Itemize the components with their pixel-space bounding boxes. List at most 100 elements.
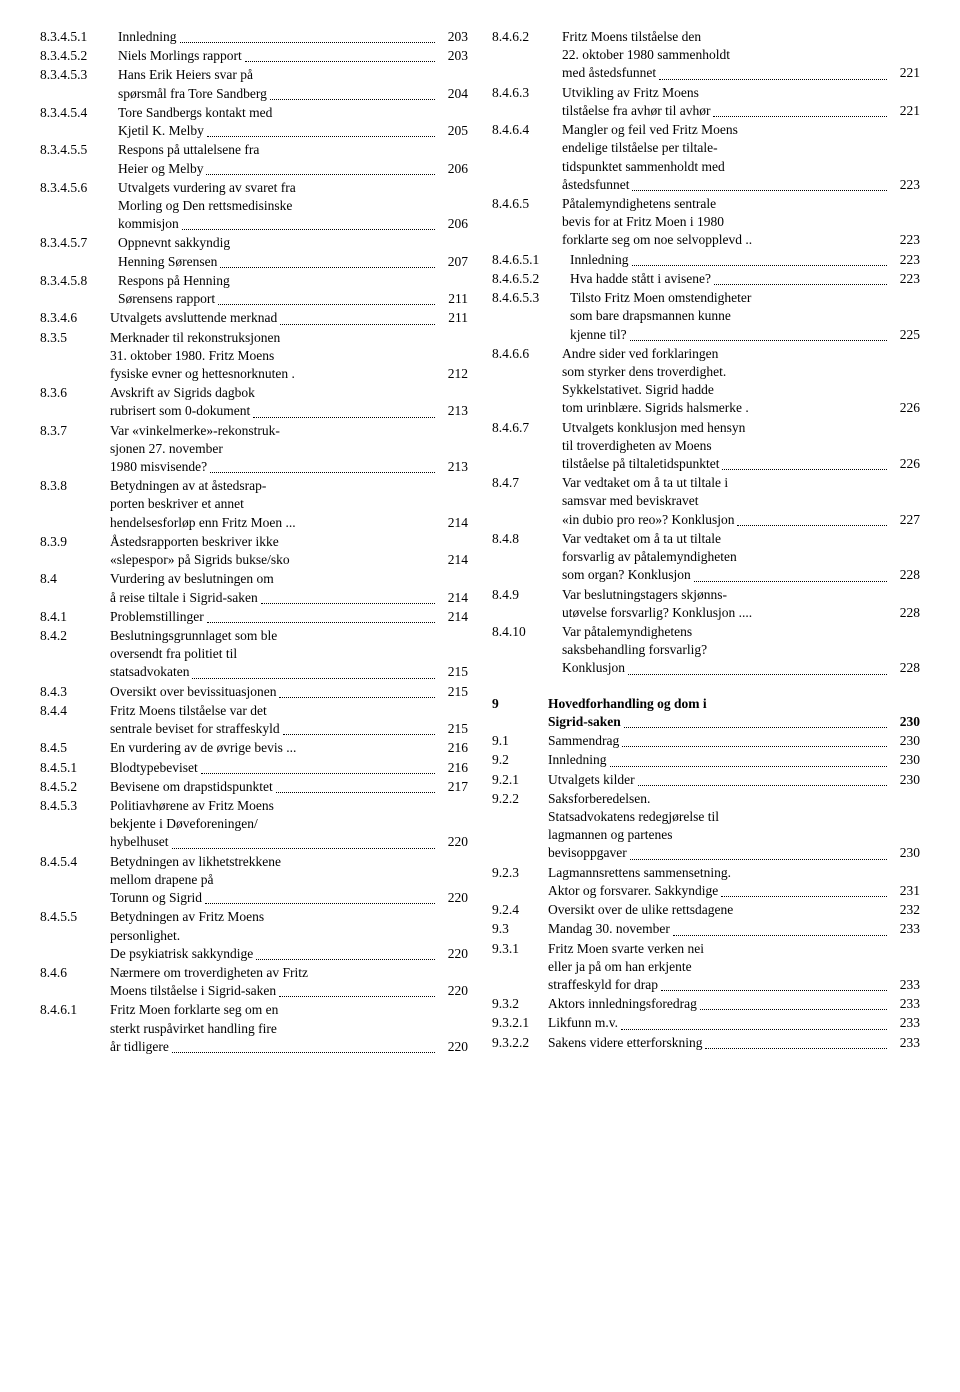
toc-title: Merknader til rekonstruksjonen xyxy=(110,329,280,347)
toc-page-number: 203 xyxy=(438,28,468,46)
toc-entry: 8.3.4.5.1Innledning203 xyxy=(40,28,468,46)
toc-title: spørsmål fra Tore Sandberg xyxy=(118,85,267,103)
toc-entry-continuation: De psykiatrisk sakkyndige220 xyxy=(40,945,468,963)
toc-page-number: 207 xyxy=(438,253,468,271)
toc-entry-continuation: Henning Sørensen207 xyxy=(40,253,468,271)
toc-title: Blodtypebeviset xyxy=(110,759,198,777)
toc-page-number: 214 xyxy=(438,589,468,607)
toc-title: kjenne til? xyxy=(570,326,627,344)
toc-section-number: 8.3.4.5.3 xyxy=(40,66,118,84)
toc-section-number: 8.4.8 xyxy=(492,530,562,548)
toc-entry-continuation: som organ? Konklusjon228 xyxy=(492,566,920,584)
toc-title: Heier og Melby xyxy=(118,160,203,178)
toc-title: Tore Sandbergs kontakt med xyxy=(118,104,272,122)
toc-entry-continuation: sentrale beviset for straffeskyld215 xyxy=(40,720,468,738)
toc-entry: 8.4.5.4Betydningen av likhetstrekkene xyxy=(40,853,468,871)
toc-title: Problemstillinger xyxy=(110,608,204,626)
toc-title: forklarte seg om noe selvopplevd .. xyxy=(562,231,752,249)
toc-title: Utvikling av Fritz Moens xyxy=(562,84,699,102)
toc-entry: 8.3.4.5.6Utvalgets vurdering av svaret f… xyxy=(40,179,468,197)
toc-title: Sørensens rapport xyxy=(118,290,215,308)
toc-entry-continuation: Sykkelstativet. Sigrid hadde xyxy=(492,381,920,399)
toc-title: Innledning xyxy=(118,28,177,46)
toc-page-number: 221 xyxy=(890,64,920,82)
toc-title: Mandag 30. november xyxy=(548,920,670,938)
toc-page-number: 212 xyxy=(438,365,468,383)
toc-entry-continuation: bevisoppgaver230 xyxy=(492,844,920,862)
toc-entry-continuation: saksbehandling forsvarlig? xyxy=(492,641,920,659)
toc-entry-continuation: «in dubio pro reo»? Konklusjon227 xyxy=(492,511,920,529)
toc-entry-continuation: som styrker dens troverdighet. xyxy=(492,363,920,381)
toc-page-number: 230 xyxy=(890,844,920,862)
toc-entry-continuation: bevis for at Fritz Moen i 1980 xyxy=(492,213,920,231)
toc-entry-continuation: hybelhuset220 xyxy=(40,833,468,851)
toc-entry-continuation: mellom drapene på xyxy=(40,871,468,889)
toc-section-number: 8.4.5 xyxy=(40,739,110,757)
toc-title: Utvalgets vurdering av svaret fra xyxy=(118,179,296,197)
toc-section-number: 9.3.1 xyxy=(492,940,548,958)
toc-title: Lagmannsrettens sammensetning. xyxy=(548,864,731,882)
toc-title: sterkt ruspåvirket handling fire xyxy=(110,1020,277,1038)
toc-title: utøvelse forsvarlig? Konklusjon .... xyxy=(562,604,752,622)
toc-entry: 9.2.2Saksforberedelsen. xyxy=(492,790,920,808)
toc-title: Respons på Henning xyxy=(118,272,230,290)
toc-entry-continuation: med åstedsfunnet221 xyxy=(492,64,920,82)
toc-section-number: 9.2.2 xyxy=(492,790,548,808)
toc-title: Oversikt over de ulike rettsdagene xyxy=(548,901,733,919)
toc-entry: 9.2.3Lagmannsrettens sammensetning. xyxy=(492,864,920,882)
toc-section-number: 9.3.2.2 xyxy=(492,1034,548,1052)
toc-section-number: 8.4.10 xyxy=(492,623,562,641)
toc-title: Respons på uttalelsene fra xyxy=(118,141,259,159)
toc-section-number: 8.4.6.5 xyxy=(492,195,562,213)
toc-page-number: 216 xyxy=(438,759,468,777)
toc-title: fysiske evner og hettesnorknuten . xyxy=(110,365,295,383)
toc-section-number: 8.3.4.5.5 xyxy=(40,141,118,159)
toc-entry-continuation: Sørensens rapport211 xyxy=(40,290,468,308)
toc-section-number: 8.4.6.2 xyxy=(492,28,562,46)
toc-page-number: 214 xyxy=(438,514,468,532)
toc-title: Nærmere om troverdigheten av Fritz xyxy=(110,964,308,982)
toc-section-number: 8.3.6 xyxy=(40,384,110,402)
toc-entry: 8.4.5.5Betydningen av Fritz Moens xyxy=(40,908,468,926)
toc-title: Bevisene om drapstidspunktet xyxy=(110,778,273,796)
toc-title: som styrker dens troverdighet. xyxy=(562,363,726,381)
toc-entry-continuation: «slepespor» på Sigrids bukse/sko214 xyxy=(40,551,468,569)
toc-section-number: 8.3.4.5.7 xyxy=(40,234,118,252)
toc-entry: 8.3.6Avskrift av Sigrids dagbok xyxy=(40,384,468,402)
toc-title: Niels Morlings rapport xyxy=(118,47,242,65)
toc-entry-continuation: tidspunktet sammenholdt med xyxy=(492,158,920,176)
toc-section-number: 8.3.9 xyxy=(40,533,110,551)
toc-page-number: 230 xyxy=(890,771,920,789)
toc-title: Kjetil K. Melby xyxy=(118,122,204,140)
toc-title: Andre sider ved forklaringen xyxy=(562,345,718,363)
toc-section-number: 8.4.6.6 xyxy=(492,345,562,363)
toc-section-number: 8.4.6.5.2 xyxy=(492,270,570,288)
toc-title: hendelsesforløp enn Fritz Moen ... xyxy=(110,514,296,532)
toc-title: tilståelse fra avhør til avhør xyxy=(562,102,710,120)
toc-title: sentrale beviset for straffeskyld xyxy=(110,720,280,738)
toc-right-column: 8.4.6.2Fritz Moens tilståelse den22. okt… xyxy=(492,28,920,1057)
toc-section-number: 8.4.6.5.1 xyxy=(492,251,570,269)
toc-title: Hans Erik Heiers svar på xyxy=(118,66,253,84)
toc-entry: 8.3.8Betydningen av at åstedsrap- xyxy=(40,477,468,495)
toc-entry-continuation: rubrisert som 0-dokument213 xyxy=(40,402,468,420)
toc-title: Mangler og feil ved Fritz Moens xyxy=(562,121,738,139)
toc-entry-continuation: Heier og Melby206 xyxy=(40,160,468,178)
toc-title: personlighet. xyxy=(110,927,180,945)
toc-entry-continuation: personlighet. xyxy=(40,927,468,945)
toc-entry: 8.4.6.4Mangler og feil ved Fritz Moens xyxy=(492,121,920,139)
toc-title: tidspunktet sammenholdt med xyxy=(562,158,725,176)
toc-entry: 8.3.9Åstedsrapporten beskriver ikke xyxy=(40,533,468,551)
toc-entry-continuation: til troverdigheten av Moens xyxy=(492,437,920,455)
toc-title: Var vedtaket om å ta ut tiltale xyxy=(562,530,721,548)
toc-entry: 8.4.7Var vedtaket om å ta ut tiltale i xyxy=(492,474,920,492)
toc-page-number: 233 xyxy=(890,1014,920,1032)
toc-section-number: 8.3.4.5.8 xyxy=(40,272,118,290)
toc-title: Innledning xyxy=(548,751,607,769)
toc-entry: 9.2Innledning230 xyxy=(492,751,920,769)
toc-section-number: 8.3.4.6 xyxy=(40,309,110,327)
toc-entry-continuation: bekjente i Døveforeningen/ xyxy=(40,815,468,833)
toc-entry: 8.4.6.5.3Tilsto Fritz Moen omstendighete… xyxy=(492,289,920,307)
toc-section-number: 8.4.5.3 xyxy=(40,797,110,815)
toc-title: «slepespor» på Sigrids bukse/sko xyxy=(110,551,290,569)
